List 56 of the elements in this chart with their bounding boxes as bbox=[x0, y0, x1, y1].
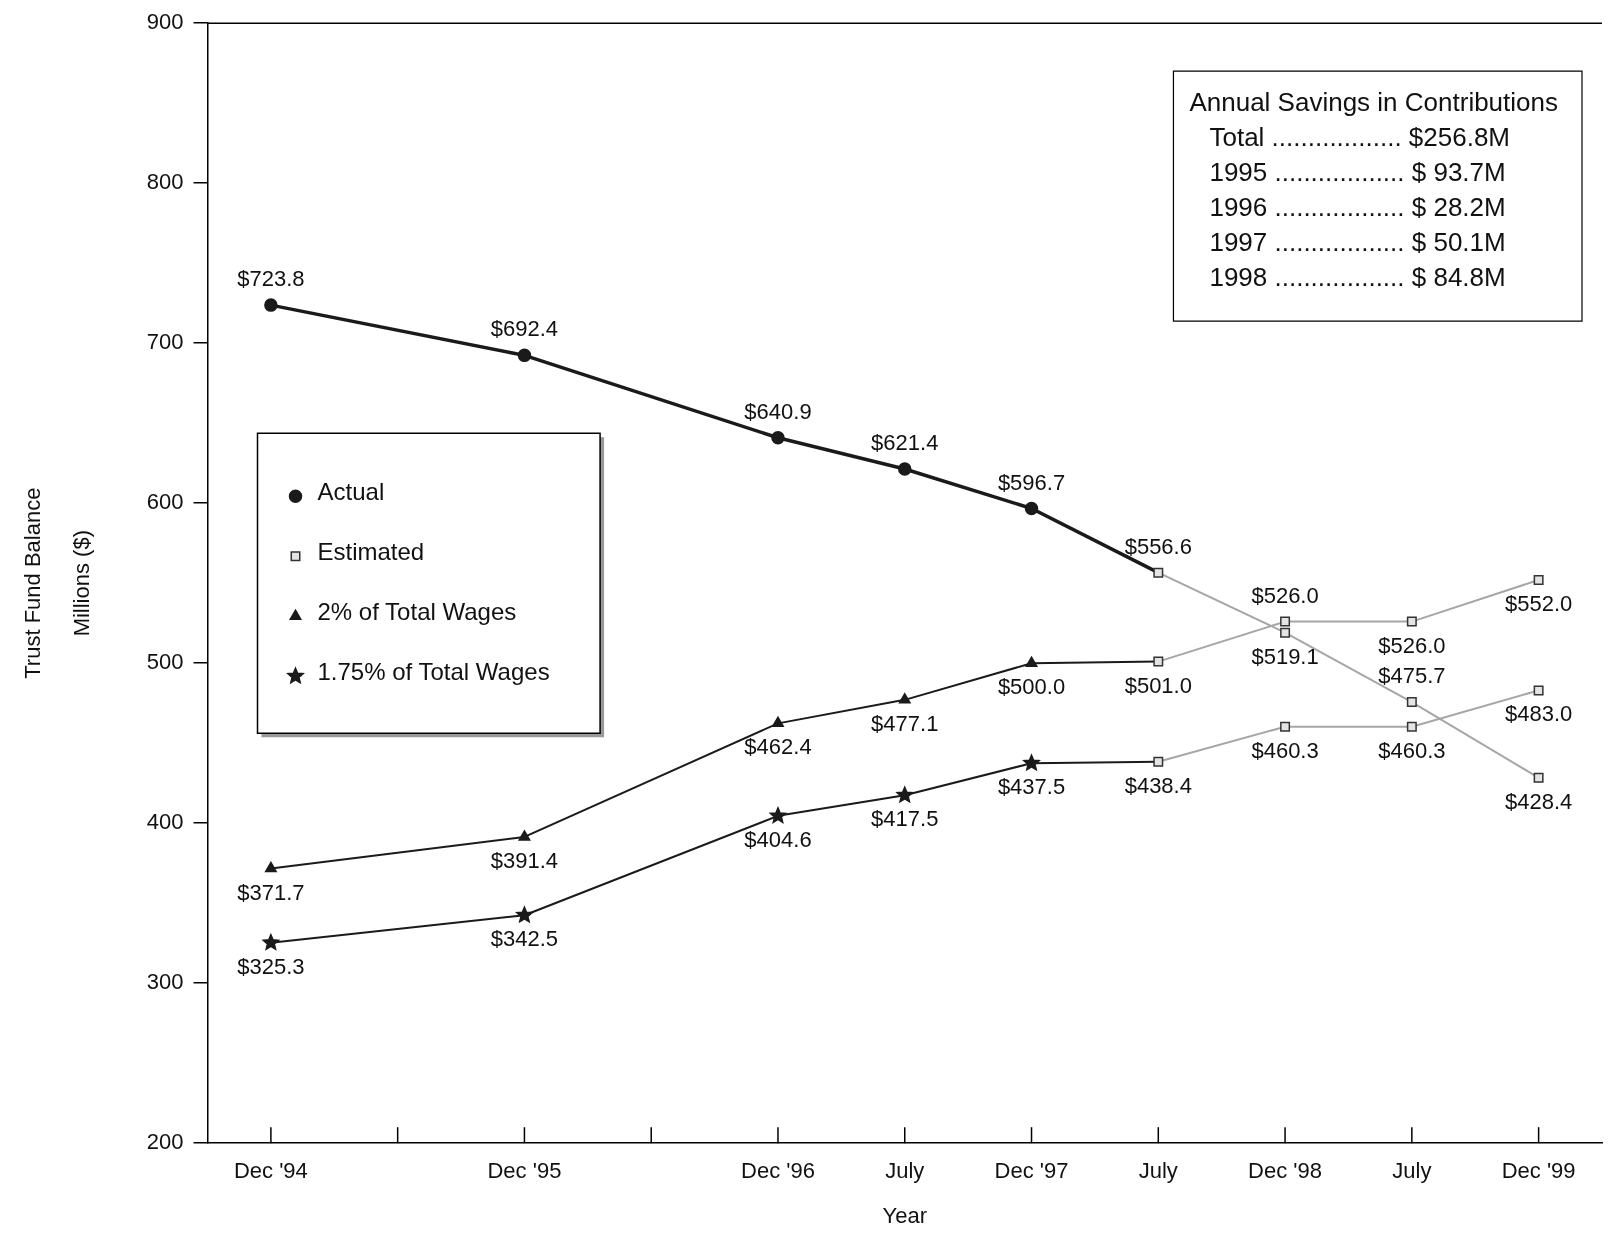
data-label: $556.6 bbox=[1124, 533, 1192, 559]
annotation: 1998 .................. $ 84.8M bbox=[1209, 262, 1506, 293]
data-label: $483.0 bbox=[1504, 701, 1573, 727]
data-label: $526.0 bbox=[1378, 632, 1446, 658]
y-tick-label: 700 bbox=[146, 329, 184, 355]
data-label: $371.7 bbox=[237, 879, 305, 905]
data-label: $640.9 bbox=[744, 398, 812, 424]
data-label: $552.0 bbox=[1504, 591, 1573, 617]
y-tick-label: 400 bbox=[146, 809, 184, 835]
x-tick-label: Dec '95 bbox=[487, 1158, 562, 1184]
data-label: $437.5 bbox=[997, 774, 1066, 800]
y-tick-label: 300 bbox=[146, 969, 184, 995]
x-tick-label: Dec '99 bbox=[1501, 1158, 1576, 1184]
data-label: $519.1 bbox=[1251, 643, 1319, 669]
y-tick-label: 600 bbox=[146, 489, 184, 515]
annotation: 1996 .................. $ 28.2M bbox=[1209, 192, 1506, 223]
y-axis-title: Trust Fund Balance Millions ($) bbox=[20, 487, 94, 679]
data-label: $391.4 bbox=[490, 848, 559, 874]
data-label: $526.0 bbox=[1251, 582, 1319, 608]
x-tick-label: July bbox=[885, 1158, 925, 1184]
data-label: $325.3 bbox=[237, 953, 305, 979]
legend-label: Estimated bbox=[317, 537, 425, 565]
x-tick-label: July bbox=[1138, 1158, 1178, 1184]
x-tick-label: July bbox=[1392, 1158, 1432, 1184]
data-label: $438.4 bbox=[1124, 772, 1192, 798]
data-label: $460.3 bbox=[1378, 737, 1446, 763]
data-label: $692.4 bbox=[490, 316, 559, 342]
data-label: $475.7 bbox=[1378, 663, 1446, 689]
legend-label: Actual bbox=[317, 477, 385, 505]
x-axis-title: Year bbox=[882, 1202, 927, 1228]
data-label: $500.0 bbox=[997, 674, 1066, 700]
data-label: $723.8 bbox=[237, 266, 305, 292]
x-tick-label: Dec '96 bbox=[741, 1158, 815, 1184]
y-tick-label: 500 bbox=[146, 649, 184, 675]
data-label: $621.4 bbox=[871, 430, 939, 456]
annotation: 1995 .................. $ 93.7M bbox=[1209, 157, 1506, 188]
data-label: $477.1 bbox=[871, 710, 939, 736]
data-label: $501.0 bbox=[1124, 672, 1192, 698]
annotation: 1997 .................. $ 50.1M bbox=[1209, 227, 1506, 258]
annotation: Total .................. $256.8M bbox=[1209, 122, 1511, 153]
data-label: $462.4 bbox=[744, 734, 812, 760]
x-tick-label: Dec '97 bbox=[994, 1158, 1069, 1184]
legend-label: 1.75% of Total Wages bbox=[317, 657, 550, 685]
y-tick-label: 800 bbox=[146, 169, 184, 195]
data-label: $460.3 bbox=[1251, 737, 1319, 763]
data-label: $596.7 bbox=[997, 469, 1066, 495]
y-tick-label: 900 bbox=[146, 9, 184, 35]
data-label: $404.6 bbox=[744, 826, 812, 852]
data-label: $417.5 bbox=[871, 806, 939, 832]
annotation: Annual Savings in Contributions bbox=[1189, 87, 1558, 118]
x-tick-label: Dec '98 bbox=[1248, 1158, 1323, 1184]
y-tick-label: 200 bbox=[146, 1129, 184, 1155]
x-tick-label: Dec '94 bbox=[233, 1158, 308, 1184]
data-label: $342.5 bbox=[490, 926, 559, 952]
data-label: $428.4 bbox=[1504, 788, 1573, 814]
legend-label: 2% of Total Wages bbox=[317, 597, 517, 625]
